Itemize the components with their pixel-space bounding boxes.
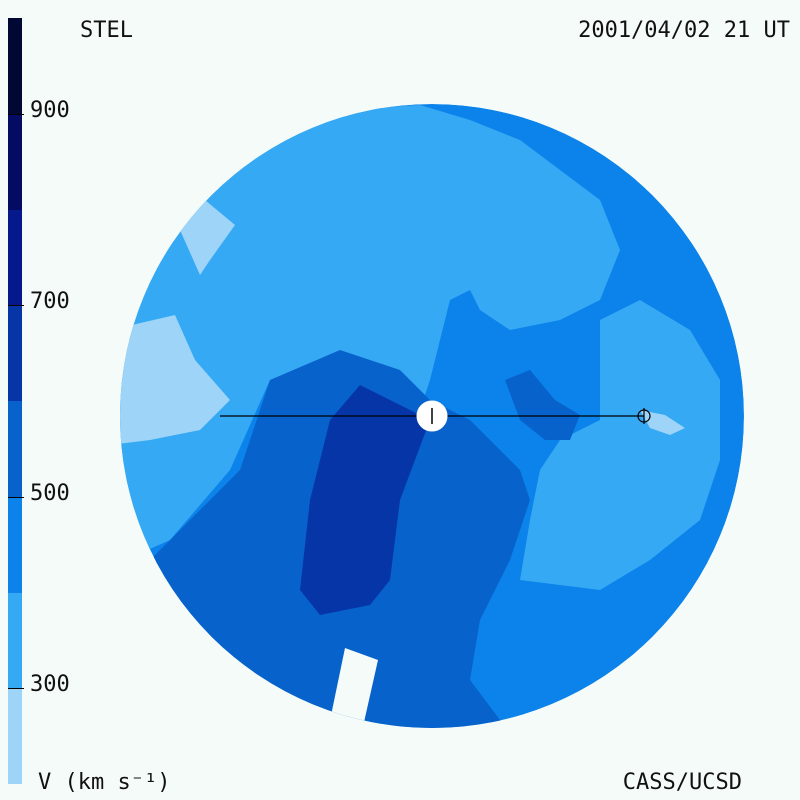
colorbar-segment — [8, 401, 22, 497]
region-light-east — [520, 300, 720, 590]
colorbar-tick-mark — [8, 496, 24, 498]
region-core-south — [300, 385, 430, 615]
colorbar-segment — [8, 688, 22, 784]
colorbar-segment — [8, 113, 22, 210]
region-lightest-west — [120, 315, 230, 445]
colorbar-segment — [8, 592, 22, 689]
colorbar-tick-mark — [8, 113, 24, 115]
timestamp-label: 2001/04/02 21 UT — [578, 18, 790, 43]
colorbar-tick-mark — [8, 688, 24, 690]
region-lightest-earth — [640, 410, 685, 435]
colorbar-tick-label: 300 — [30, 672, 70, 698]
region-lightest-northwest — [180, 200, 235, 275]
colorbar-segment — [8, 305, 22, 401]
colorbar-tick-label: 900 — [30, 97, 70, 123]
velocity-colorbar — [8, 18, 22, 784]
colorbar-segment — [8, 209, 22, 306]
velocity-regions — [120, 104, 744, 728]
region-light-west — [120, 105, 620, 560]
units-label: V (km s⁻¹) — [38, 770, 171, 795]
region-east-patch — [505, 370, 580, 440]
colorbar-segment — [8, 496, 22, 593]
colorbar-segment — [8, 18, 22, 114]
colorbar-tick-mark — [8, 305, 24, 307]
observatory-label: STEL — [80, 18, 133, 43]
region-light-north — [310, 120, 480, 300]
colorbar-tick-label: 700 — [30, 289, 70, 315]
credit-label: CASS/UCSD — [622, 770, 742, 795]
colorbar-tick-label: 500 — [30, 480, 70, 506]
